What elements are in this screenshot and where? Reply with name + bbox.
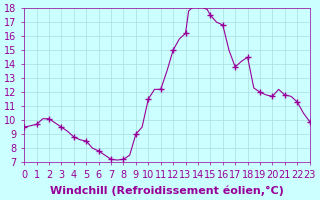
X-axis label: Windchill (Refroidissement éolien,°C): Windchill (Refroidissement éolien,°C) <box>50 185 284 196</box>
